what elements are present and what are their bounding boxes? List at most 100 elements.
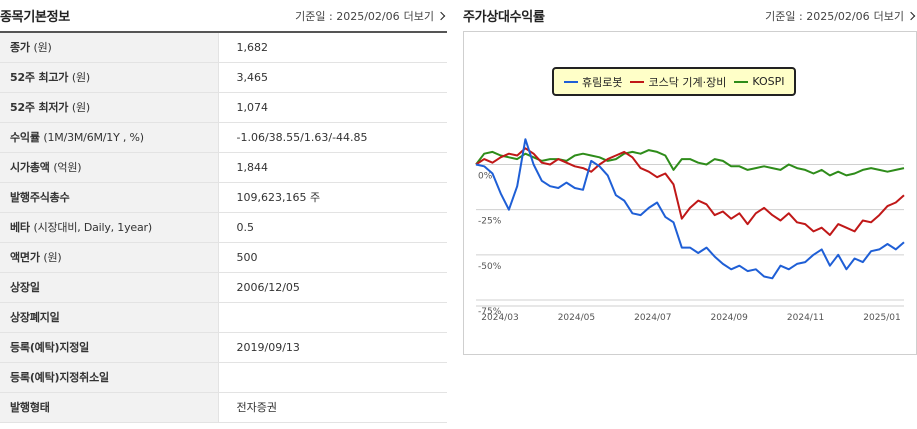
row-label: 52주 최저가 (원) xyxy=(0,92,219,123)
row-label-text: 상장일 xyxy=(10,281,40,294)
row-label: 액면가 (원) xyxy=(0,242,219,273)
row-value: 109,623,165 주 xyxy=(218,182,447,213)
row-label: 상장폐지일 xyxy=(0,302,219,333)
legend-label: KOSPI xyxy=(752,75,785,88)
row-label-text: 상장폐지일 xyxy=(10,311,60,324)
row-label-unit: (원) xyxy=(71,71,90,84)
row-value xyxy=(218,362,447,393)
row-label-text: 발행형태 xyxy=(10,401,50,414)
row-value: -1.06/38.55/1.63/-44.85 xyxy=(218,122,447,153)
series-line xyxy=(475,138,905,280)
row-label: 발행형태 xyxy=(0,392,219,423)
row-label-unit: (1M/3M/6M/1Y , %) xyxy=(43,131,144,144)
row-label-text: 52주 최고가 xyxy=(10,71,69,84)
legend-swatch xyxy=(630,80,645,83)
row-label-unit: (시장대비, Daily, 1year) xyxy=(33,221,152,234)
row-label-text: 베타 xyxy=(10,221,30,234)
row-value: 500 xyxy=(218,242,447,273)
chart-title: 주가상대수익률 xyxy=(463,10,545,25)
series-line xyxy=(475,149,905,177)
table-row: 등록(예탁)지정일 2019/09/13 xyxy=(0,332,447,363)
row-value: 2019/09/13 xyxy=(218,332,447,363)
table-row: 52주 최저가 (원) 1,074 xyxy=(0,92,447,123)
row-label-unit: (원) xyxy=(43,251,62,264)
row-label-text: 시가총액 xyxy=(10,161,50,174)
info-base-date: 기준일 : 2025/02/06 xyxy=(295,9,400,23)
row-label-unit: (억원) xyxy=(53,161,82,174)
row-value: 3,465 xyxy=(218,62,447,93)
y-tick-label: 0% xyxy=(478,172,493,182)
info-header: 종목기본정보 기준일 : 2025/02/06 더보기 xyxy=(0,0,447,31)
chart-header: 주가상대수익률 기준일 : 2025/02/06 더보기 xyxy=(463,0,917,31)
row-label: 베타 (시장대비, Daily, 1year) xyxy=(0,212,219,243)
table-row: 상장폐지일 xyxy=(0,302,447,333)
row-label: 등록(예탁)지정일 xyxy=(0,332,219,363)
row-label: 상장일 xyxy=(0,272,219,303)
row-value: 1,074 xyxy=(218,92,447,123)
table-row: 발행형태 전자증권 xyxy=(0,392,447,423)
row-label-text: 종가 xyxy=(10,41,30,55)
row-label: 수익률 (1M/3M/6M/1Y , %) xyxy=(0,122,219,153)
row-label-text: 52주 최저가 xyxy=(10,101,69,114)
legend-label: 휴림로봇 xyxy=(582,75,623,89)
row-label: 발행주식총수 xyxy=(0,182,219,213)
row-value: 2006/12/05 xyxy=(218,272,447,303)
info-header-right: 기준일 : 2025/02/06 더보기 xyxy=(295,8,447,24)
row-label-unit: (원) xyxy=(33,41,52,55)
chart-base-date: 기준일 : 2025/02/06 xyxy=(765,9,870,23)
row-label-text: 등록(예탁)지정취소일 xyxy=(10,371,109,384)
row-value: 1,844 xyxy=(218,152,447,183)
legend-swatch xyxy=(564,80,578,83)
series-line xyxy=(475,147,905,236)
legend-item: KOSPI xyxy=(734,75,784,88)
stock-basic-info-panel: 종목기본정보 기준일 : 2025/02/06 더보기 종가 (원) 1,682 5… xyxy=(0,0,447,429)
row-label: 시가총액 (억원) xyxy=(0,152,219,183)
row-label: 종가 (원) xyxy=(0,32,219,63)
chart-more-link[interactable]: 더보기 xyxy=(874,8,917,24)
x-tick-label: 2024/11 xyxy=(787,313,824,323)
x-tick-label: 2024/03 xyxy=(481,313,518,323)
row-label: 등록(예탁)지정취소일 xyxy=(0,362,219,393)
chart-legend: 휴림로봇 코스닥 기계·장비 KOSPI xyxy=(552,67,797,96)
table-row: 액면가 (원) 500 xyxy=(0,242,447,273)
row-label-unit: (원) xyxy=(71,101,90,114)
y-tick-label: -50% xyxy=(478,262,502,272)
relative-return-chart: 0% -25% -50% -75% 2024/03 2024/05 2024/07 2024/… xyxy=(463,31,917,355)
table-row: 베타 (시장대비, Daily, 1year) 0.5 xyxy=(0,212,447,243)
chart-header-right: 기준일 : 2025/02/06 더보기 xyxy=(765,8,917,24)
row-label: 52주 최고가 (원) xyxy=(0,62,219,93)
row-value: 1,682 xyxy=(218,32,447,63)
row-label-text: 액면가 xyxy=(10,251,40,264)
row-value: 0.5 xyxy=(218,212,447,243)
legend-item: 휴림로봇 xyxy=(564,74,622,90)
x-tick-label: 2024/07 xyxy=(634,313,671,323)
chart-more-label: 더보기 xyxy=(873,9,904,23)
info-more-label: 더보기 xyxy=(403,9,434,23)
chevron-right-icon xyxy=(436,11,446,20)
table-row: 종가 (원) 1,682 xyxy=(0,32,447,63)
row-value xyxy=(218,302,447,333)
row-label-text: 등록(예탁)지정일 xyxy=(10,341,90,354)
table-row: 시가총액 (억원) 1,844 xyxy=(0,152,447,183)
legend-label: 코스닥 기계·장비 xyxy=(648,75,727,89)
table-row: 수익률 (1M/3M/6M/1Y , %) -1.06/38.55/1.63/-4… xyxy=(0,122,447,153)
relative-return-panel: 주가상대수익률 기준일 : 2025/02/06 더보기 0% -25% -50% -… xyxy=(463,0,917,429)
info-more-link[interactable]: 더보기 xyxy=(404,8,447,24)
y-tick-label: -75% xyxy=(478,307,502,317)
legend-item: 코스닥 기계·장비 xyxy=(630,74,726,90)
chevron-right-icon xyxy=(906,11,916,20)
table-row: 상장일 2006/12/05 xyxy=(0,272,447,303)
row-value: 전자증권 xyxy=(218,392,447,423)
row-label-text: 수익률 xyxy=(10,131,40,144)
table-row: 발행주식총수 109,623,165 주 xyxy=(0,182,447,213)
x-tick-label: 2024/05 xyxy=(558,313,595,323)
y-tick-label: -25% xyxy=(478,217,502,227)
table-row: 52주 최고가 (원) 3,465 xyxy=(0,62,447,93)
table-row: 등록(예탁)지정취소일 xyxy=(0,362,447,393)
info-title: 종목기본정보 xyxy=(0,10,70,25)
chart-svg: 0% -25% -50% -75%2024/03 2024/05 2024/07 2024/… xyxy=(475,138,905,323)
x-tick-label: 2025/01 xyxy=(863,313,900,323)
info-table: 종가 (원) 1,682 52주 최고가 (원) 3,465 52주 최저가 (원) 1,… xyxy=(0,31,447,423)
x-tick-label: 2024/09 xyxy=(711,313,749,323)
legend-swatch xyxy=(734,80,749,83)
